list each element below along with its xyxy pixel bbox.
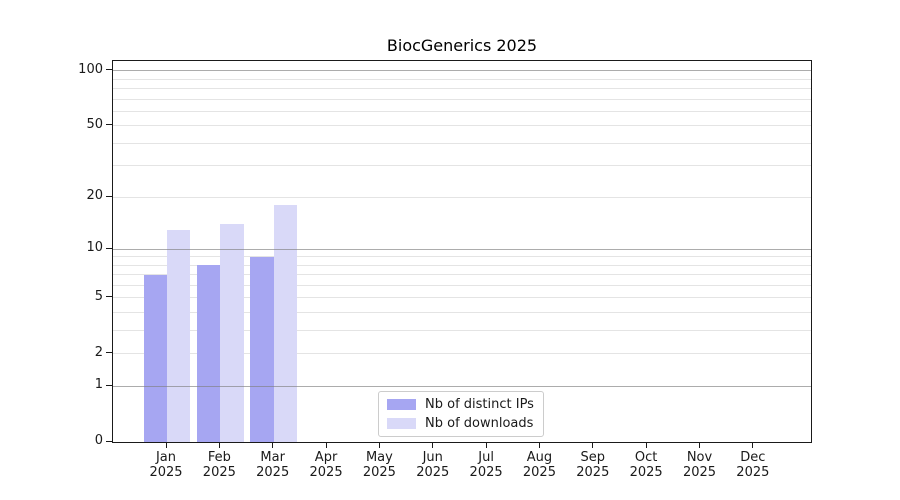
x-tick-label-aug: Aug 2025 (522, 450, 556, 480)
legend-swatch-downloads (387, 418, 416, 429)
minor-gridlines-layer (113, 61, 811, 442)
gridline-minor-50 (113, 125, 811, 127)
gridline-minor-20 (113, 196, 811, 198)
y-tick-label-10: 10 (86, 240, 103, 256)
gridline-major-100 (113, 70, 811, 72)
gridline-minor-5 (113, 297, 811, 299)
y-tick-label-20: 20 (86, 188, 103, 204)
bars-layer (113, 61, 811, 442)
x-tick-label-dec: Dec 2025 (736, 450, 770, 480)
x-tick-label-sep: Sep 2025 (576, 450, 610, 480)
gridline-minor-7 (113, 274, 811, 276)
x-tick-label-jun: Jun 2025 (416, 450, 450, 480)
gridline-minor-8 (113, 264, 811, 266)
gridline-minor-4 (113, 312, 811, 314)
gridline-minor-2 (113, 353, 811, 355)
x-tick-label-nov: Nov 2025 (682, 450, 717, 480)
legend: Nb of distinct IPs Nb of downloads (378, 391, 544, 437)
legend-entry-distinct-ips: Nb of distinct IPs (387, 397, 535, 412)
bar-downloads-feb (220, 224, 244, 442)
gridline-minor-90 (113, 78, 811, 80)
y-tick-label-0: 0 (94, 433, 103, 448)
gridline-minor-3 (113, 329, 811, 331)
legend-entry-downloads: Nb of downloads (387, 416, 535, 431)
gridline-minor-60 (113, 110, 811, 112)
y-tick-label-2: 2 (94, 344, 103, 360)
chart-title: BiocGenerics 2025 (386, 36, 538, 55)
x-tick-label-jan: Jan 2025 (149, 450, 183, 480)
legend-swatch-distinct-ips (387, 399, 416, 410)
gridline-major-1 (113, 385, 811, 387)
y-tick-label-5: 5 (94, 288, 103, 304)
y-tick-label-50: 50 (86, 116, 103, 132)
x-tick-label-jul: Jul 2025 (469, 450, 503, 480)
gridline-minor-70 (113, 98, 811, 100)
x-tick-label-may: May 2025 (362, 450, 396, 480)
y-tick-label-1: 1 (94, 377, 103, 393)
x-tick-label-feb: Feb 2025 (202, 450, 236, 480)
bar-distinct-ips-jan (143, 274, 167, 442)
gridline-minor-40 (113, 142, 811, 144)
bar-downloads-jan (167, 229, 191, 442)
x-tick-label-mar: Mar 2025 (256, 450, 290, 480)
major-gridlines-layer (113, 61, 811, 442)
plot-area: Nb of distinct IPs Nb of downloads (112, 60, 812, 443)
x-tick-label-apr: Apr 2025 (309, 450, 343, 480)
legend-label-downloads: Nb of downloads (425, 416, 534, 431)
bar-downloads-mar (273, 205, 297, 442)
y-tick-label-100: 100 (78, 61, 103, 77)
gridline-minor-80 (113, 87, 811, 89)
gridline-minor-6 (113, 284, 811, 286)
x-tick-label-oct: Oct 2025 (629, 450, 663, 480)
bar-distinct-ips-mar (250, 256, 274, 442)
gridline-minor-30 (113, 165, 811, 167)
gridline-minor-9 (113, 256, 811, 258)
bar-distinct-ips-feb (197, 265, 221, 442)
legend-label-distinct-ips: Nb of distinct IPs (425, 397, 534, 412)
gridline-major-10 (113, 248, 811, 250)
